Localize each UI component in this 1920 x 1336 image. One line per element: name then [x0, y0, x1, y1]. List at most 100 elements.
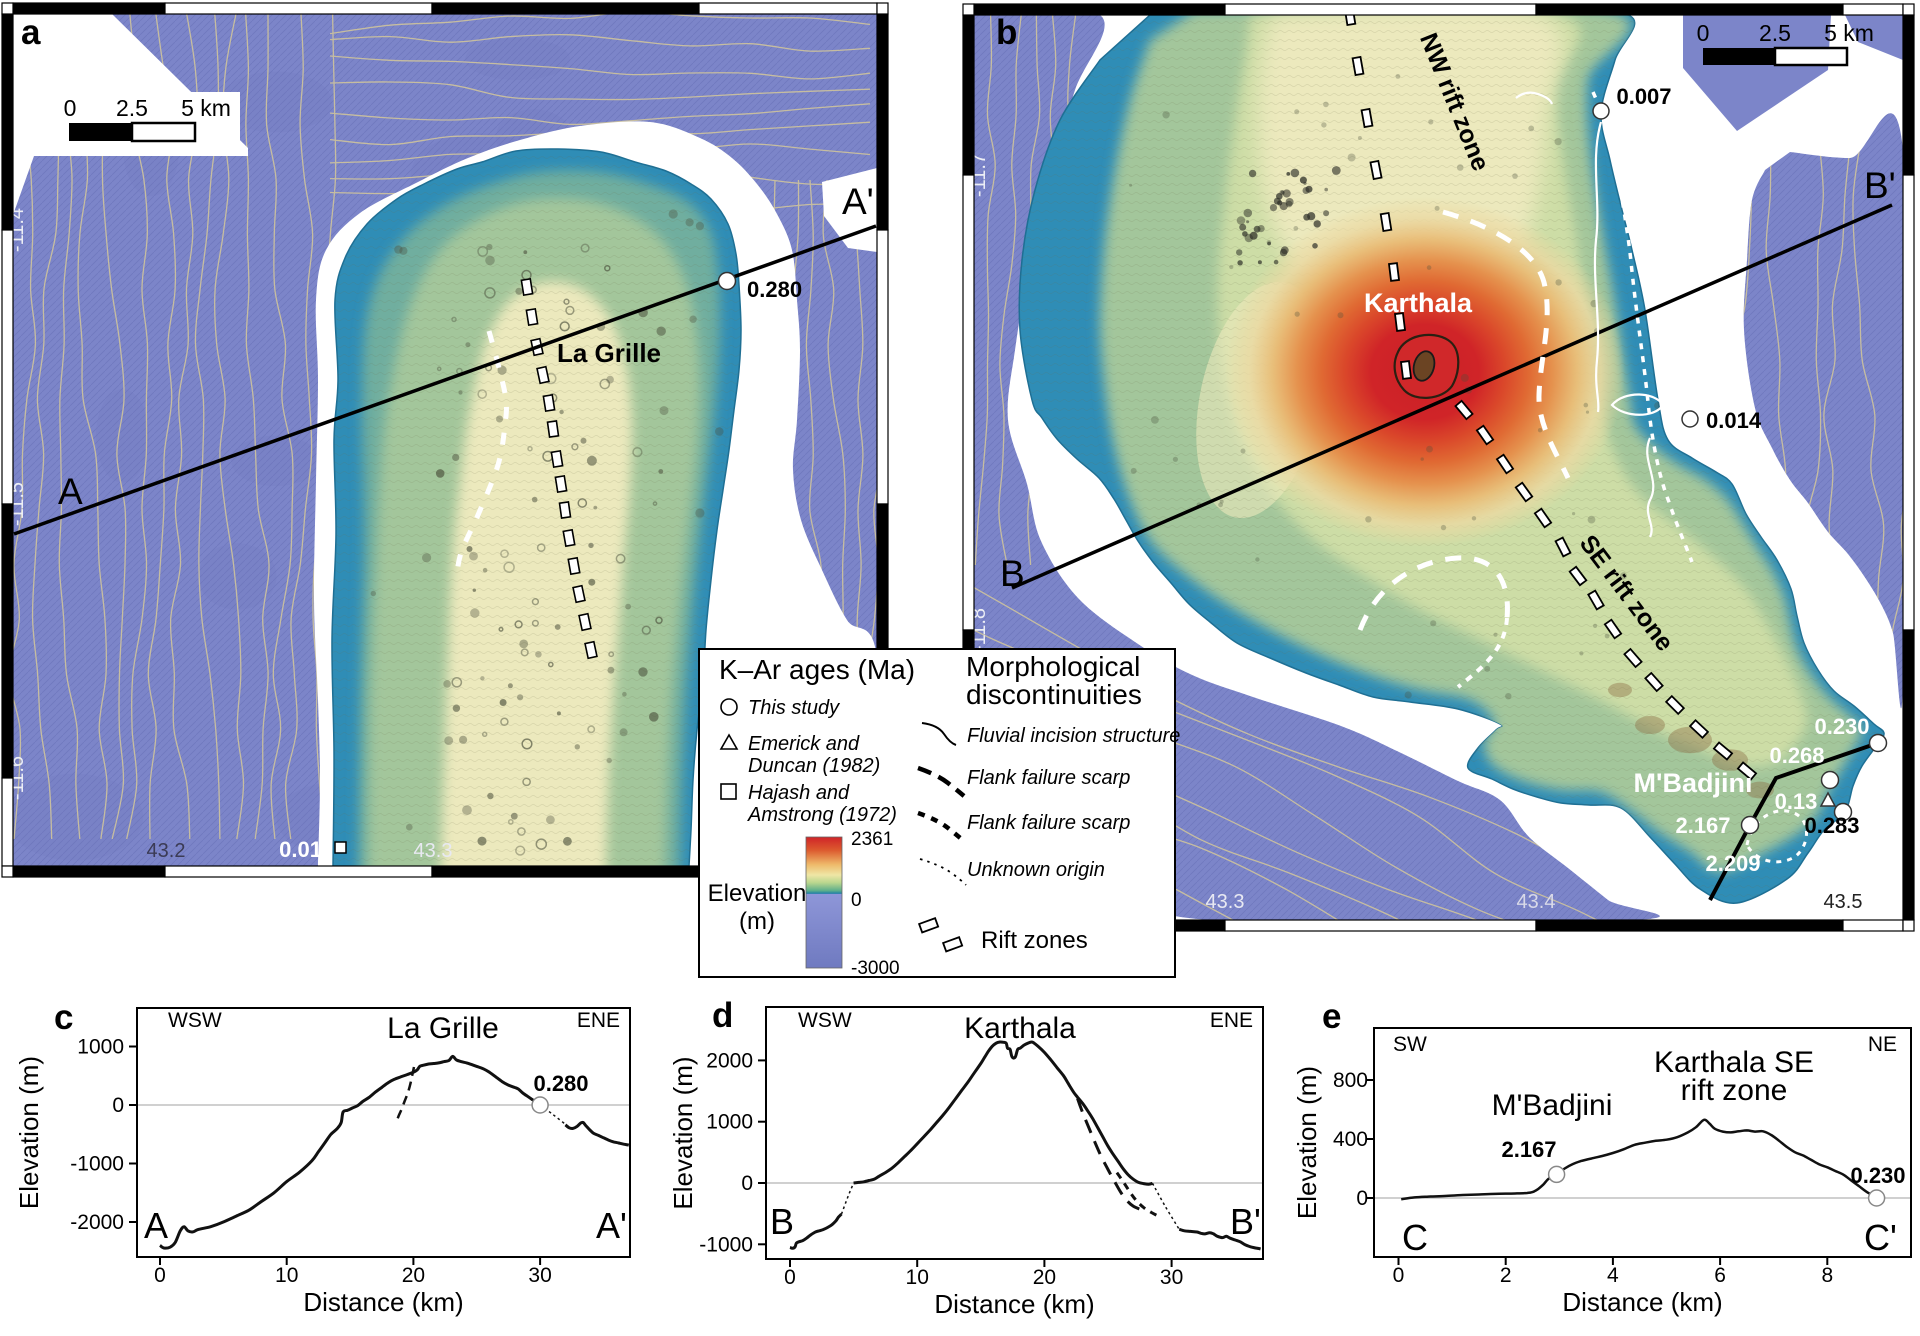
svg-text:10: 10	[275, 1264, 298, 1287]
svg-text:Duncan (1982): Duncan (1982)	[748, 755, 880, 777]
svg-text:43.2: 43.2	[147, 840, 186, 862]
svg-text:Emerick and: Emerick and	[748, 733, 860, 755]
svg-text:43.3: 43.3	[414, 840, 453, 862]
svg-text:B: B	[1000, 553, 1025, 594]
svg-text:Unknown origin: Unknown origin	[967, 859, 1105, 881]
svg-text:0.014: 0.014	[1706, 408, 1762, 433]
svg-text:Elevation (m): Elevation (m)	[668, 1056, 698, 1209]
svg-text:M'Badjini: M'Badjini	[1634, 768, 1753, 798]
svg-text:20: 20	[1033, 1266, 1056, 1289]
svg-text:0: 0	[741, 1172, 753, 1195]
svg-text:Karthala: Karthala	[964, 1012, 1076, 1045]
svg-text:400: 400	[1333, 1128, 1368, 1151]
svg-text:0: 0	[154, 1264, 166, 1287]
svg-text:Rift zones: Rift zones	[981, 927, 1088, 954]
svg-text:Flank failure scarp: Flank failure scarp	[967, 767, 1130, 789]
svg-text:K–Ar ages (Ma): K–Ar ages (Ma)	[719, 654, 915, 685]
svg-text:0: 0	[112, 1094, 124, 1117]
svg-text:Flank failure scarp: Flank failure scarp	[967, 812, 1130, 834]
svg-text:Morphological: Morphological	[966, 651, 1140, 682]
svg-text:43.3: 43.3	[1206, 891, 1245, 913]
svg-text:La Grille: La Grille	[387, 1012, 499, 1045]
svg-text:800: 800	[1333, 1069, 1368, 1092]
svg-text:10: 10	[906, 1266, 929, 1289]
svg-text:Karthala: Karthala	[1364, 288, 1473, 318]
svg-text:0.268: 0.268	[1769, 743, 1824, 768]
svg-text:Hajash and: Hajash and	[748, 782, 850, 804]
svg-text:0: 0	[1356, 1187, 1368, 1210]
svg-text:Elevation (m): Elevation (m)	[1292, 1066, 1322, 1219]
svg-text:0.283: 0.283	[1804, 813, 1859, 838]
svg-text:b: b	[996, 13, 1017, 52]
svg-text:(m): (m)	[739, 908, 775, 935]
svg-text:0.13: 0.13	[1775, 789, 1818, 814]
svg-text:This study: This study	[748, 697, 840, 719]
svg-text:43.4: 43.4	[1517, 891, 1556, 913]
svg-text:c: c	[54, 998, 73, 1037]
svg-text:2.209: 2.209	[1705, 851, 1760, 876]
svg-text:A': A'	[596, 1205, 627, 1246]
svg-text:2.167: 2.167	[1501, 1137, 1556, 1162]
svg-text:-3000: -3000	[851, 958, 900, 979]
svg-text:1000: 1000	[706, 1111, 753, 1134]
svg-text:Karthala SE: Karthala SE	[1654, 1046, 1814, 1079]
svg-text:0.280: 0.280	[747, 277, 802, 302]
svg-text:0: 0	[851, 890, 862, 911]
svg-text:4: 4	[1607, 1264, 1619, 1287]
svg-text:30: 30	[1160, 1266, 1183, 1289]
svg-text:2.167: 2.167	[1675, 813, 1730, 838]
svg-text:ENE: ENE	[1210, 1009, 1253, 1032]
svg-text:WSW: WSW	[798, 1009, 852, 1032]
svg-text:2361: 2361	[851, 829, 893, 850]
svg-text:WSW: WSW	[168, 1009, 222, 1032]
svg-text:0.230: 0.230	[1850, 1163, 1905, 1188]
svg-text:Distance (km): Distance (km)	[1562, 1287, 1722, 1317]
svg-text:B: B	[770, 1201, 794, 1242]
svg-text:B': B'	[1864, 165, 1896, 206]
svg-text:C: C	[1402, 1217, 1428, 1258]
svg-text:5 km: 5 km	[181, 95, 231, 121]
svg-text:0.007: 0.007	[1616, 84, 1671, 109]
svg-text:43.5: 43.5	[1824, 891, 1863, 913]
svg-text:0.280: 0.280	[533, 1071, 588, 1096]
svg-text:6: 6	[1714, 1264, 1726, 1287]
svg-text:La Grille: La Grille	[557, 338, 661, 368]
svg-text:A: A	[144, 1205, 168, 1246]
svg-text:20: 20	[402, 1264, 425, 1287]
svg-text:d: d	[712, 996, 733, 1035]
svg-text:NE: NE	[1868, 1033, 1897, 1056]
svg-text:rift zone: rift zone	[1681, 1074, 1788, 1107]
svg-text:SW: SW	[1393, 1033, 1427, 1056]
svg-text:B': B'	[1230, 1201, 1261, 1242]
svg-text:Elevation (m): Elevation (m)	[14, 1056, 44, 1209]
svg-text:ENE: ENE	[577, 1009, 620, 1032]
svg-text:-1000: -1000	[699, 1233, 753, 1256]
svg-text:Amstrong (1972): Amstrong (1972)	[747, 804, 897, 826]
svg-text:C': C'	[1864, 1217, 1897, 1258]
svg-text:discontinuities: discontinuities	[966, 679, 1142, 710]
svg-text:a: a	[21, 13, 41, 52]
svg-text:0: 0	[1697, 20, 1710, 46]
svg-text:2.5: 2.5	[1759, 20, 1791, 46]
svg-text:0: 0	[64, 95, 77, 121]
svg-text:1000: 1000	[77, 1036, 124, 1059]
svg-text:5 km: 5 km	[1824, 20, 1874, 46]
svg-text:Distance (km): Distance (km)	[303, 1287, 463, 1317]
svg-text:2000: 2000	[706, 1049, 753, 1072]
svg-text:A: A	[58, 471, 83, 512]
svg-text:30: 30	[528, 1264, 551, 1287]
svg-text:0: 0	[784, 1266, 796, 1289]
svg-text:-1000: -1000	[70, 1153, 124, 1176]
svg-text:e: e	[1322, 997, 1341, 1036]
svg-text:M'Badjini: M'Badjini	[1492, 1089, 1613, 1122]
svg-text:2: 2	[1500, 1264, 1512, 1287]
svg-text:Fluvial incision structure: Fluvial incision structure	[967, 725, 1180, 747]
svg-text:0: 0	[1393, 1264, 1405, 1287]
svg-text:Elevation: Elevation	[708, 880, 807, 907]
svg-text:-2000: -2000	[70, 1211, 124, 1234]
svg-text:0.01: 0.01	[279, 837, 322, 862]
svg-text:Distance (km): Distance (km)	[934, 1289, 1094, 1319]
svg-text:A': A'	[842, 181, 874, 222]
svg-text:8: 8	[1821, 1264, 1833, 1287]
svg-text:2.5: 2.5	[116, 95, 148, 121]
